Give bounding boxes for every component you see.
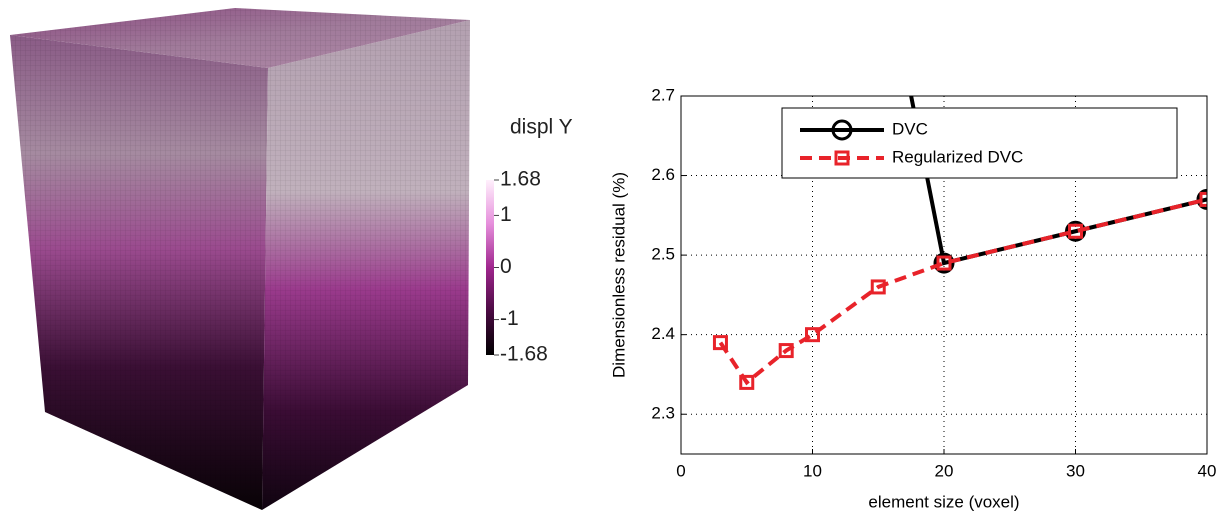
marker (933, 252, 955, 274)
marker (1196, 188, 1207, 210)
colorbar-tick-label: 0 (500, 255, 512, 278)
marker (712, 335, 728, 351)
legend-label: Regularized DVC (892, 147, 1023, 166)
x-tick-label: 40 (1198, 461, 1217, 480)
legend-label: DVC (892, 119, 928, 138)
legend-box (781, 107, 1178, 179)
y-tick-label: 2.3 (651, 404, 675, 423)
marker (778, 343, 794, 359)
y-tick-label: 2.5 (651, 245, 675, 264)
x-tick-label: 0 (676, 461, 685, 480)
y-axis-label: Dimensionless residual (%) (609, 172, 628, 378)
axes-frame (680, 95, 1208, 455)
mesh-render (10, 8, 470, 510)
marker (1199, 191, 1207, 207)
x-tick-label: 30 (1066, 461, 1085, 480)
legend: DVC Regularized DVC (781, 107, 1178, 179)
marker (739, 374, 755, 390)
marker (834, 150, 850, 166)
marker (805, 327, 820, 343)
marker (936, 255, 952, 271)
colorbar-tick-label: 1.68 (500, 168, 541, 191)
y-tick-label: 2.4 (651, 324, 675, 343)
colorbar-title: displ Y (510, 116, 573, 139)
colorbar-tick-label: -1 (500, 307, 519, 330)
x-axis-label: element size (voxel) (868, 492, 1019, 511)
colorbar: displ Y 1.68 1 0 -1 -1.68 (486, 116, 573, 366)
x-tick-label: 20 (935, 461, 954, 480)
marker (1065, 220, 1086, 242)
marker (870, 279, 886, 295)
marker (1068, 223, 1083, 239)
colorbar-tick-label: 1 (500, 203, 512, 226)
x-tick-label: 10 (803, 461, 822, 480)
y-tick-label: 2.7 (651, 85, 675, 104)
colorbar-gradient (486, 180, 494, 355)
y-tick-label: 2.6 (651, 165, 675, 184)
colorbar-tick-label: -1.68 (500, 343, 548, 366)
marker (831, 119, 853, 141)
line-chart: 2.3 2.4 2.5 2.6 2.7 0 10 20 30 40 element size (vo… (609, 85, 1217, 511)
